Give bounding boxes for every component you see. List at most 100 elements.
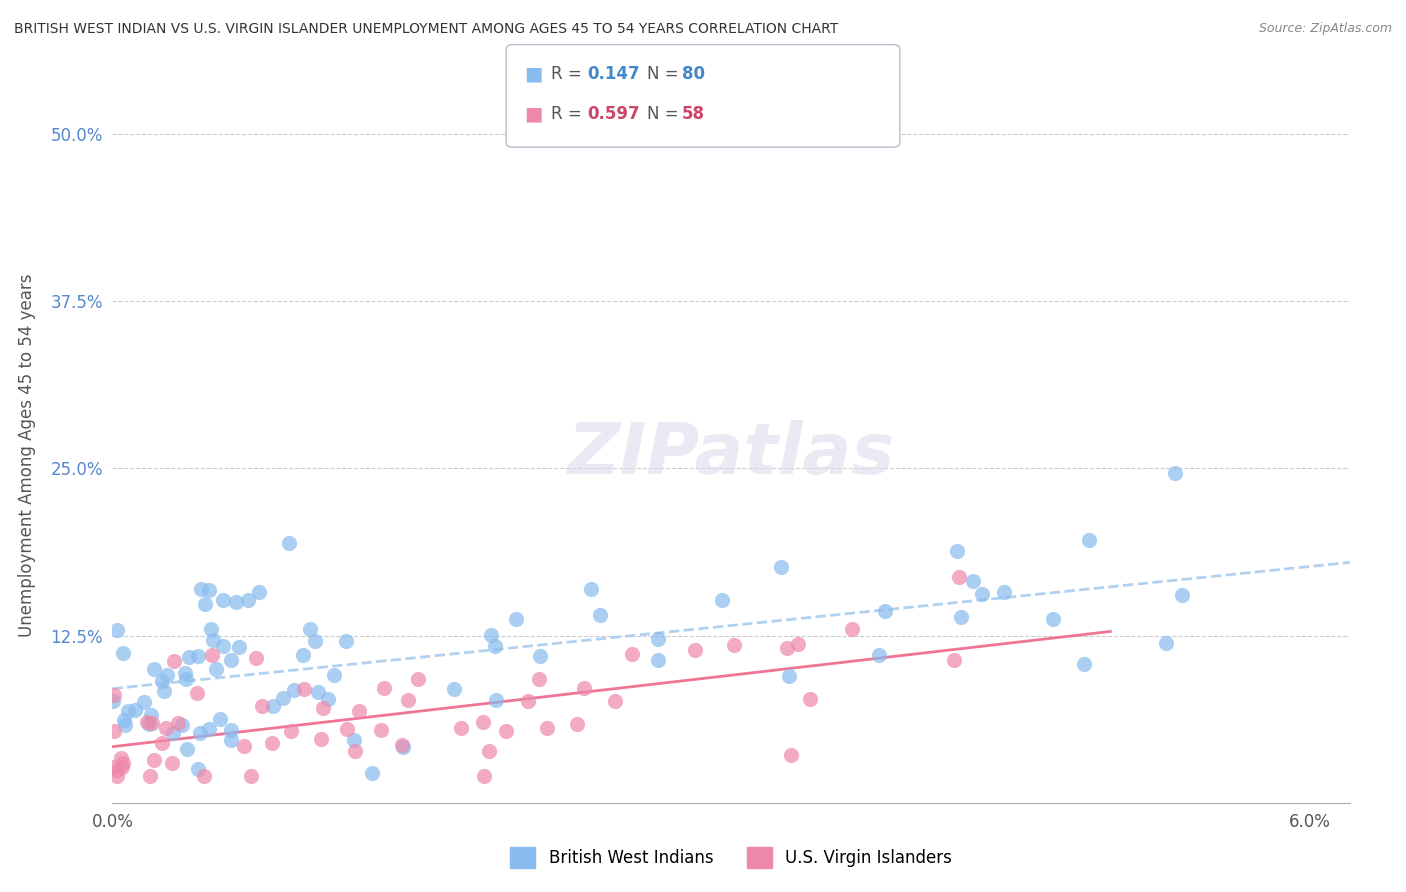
British West Indians xyxy=(101,694,124,708)
U.S. Virgin Islanders xyxy=(517,694,540,708)
U.S. Virgin Islanders xyxy=(776,640,799,655)
British West Indians xyxy=(316,691,339,706)
British West Indians xyxy=(197,582,219,597)
Text: ■: ■ xyxy=(524,104,543,124)
British West Indians xyxy=(197,722,219,736)
U.S. Virgin Islanders xyxy=(621,647,644,661)
Text: 58: 58 xyxy=(682,105,704,123)
British West Indians xyxy=(778,669,800,683)
British West Indians xyxy=(117,704,139,718)
British West Indians xyxy=(238,593,260,607)
British West Indians xyxy=(647,632,669,647)
U.S. Virgin Islanders xyxy=(112,756,135,770)
British West Indians xyxy=(262,698,284,713)
British West Indians xyxy=(335,633,357,648)
British West Indians xyxy=(114,718,136,732)
British West Indians xyxy=(124,703,146,717)
U.S. Virgin Islanders xyxy=(786,637,808,651)
British West Indians xyxy=(710,593,733,607)
British West Indians xyxy=(485,693,508,707)
British West Indians xyxy=(278,536,301,550)
U.S. Virgin Islanders xyxy=(250,698,273,713)
U.S. Virgin Islanders xyxy=(373,681,395,695)
British West Indians xyxy=(174,666,197,681)
U.S. Virgin Islanders xyxy=(841,623,863,637)
U.S. Virgin Islanders xyxy=(292,682,315,697)
Text: N =: N = xyxy=(647,65,683,83)
U.S. Virgin Islanders xyxy=(103,688,125,702)
U.S. Virgin Islanders xyxy=(471,714,494,729)
British West Indians xyxy=(361,765,384,780)
British West Indians xyxy=(484,639,506,653)
British West Indians xyxy=(949,609,972,624)
British West Indians xyxy=(105,624,128,638)
British West Indians xyxy=(187,649,209,664)
U.S. Virgin Islanders xyxy=(472,769,495,783)
U.S. Virgin Islanders xyxy=(406,672,429,686)
British West Indians xyxy=(212,593,235,607)
British West Indians xyxy=(298,622,321,636)
British West Indians xyxy=(134,696,156,710)
British West Indians xyxy=(873,604,896,618)
Text: ■: ■ xyxy=(524,64,543,84)
U.S. Virgin Islanders xyxy=(163,654,186,668)
British West Indians xyxy=(162,726,184,740)
British West Indians xyxy=(443,681,465,696)
Text: R =: R = xyxy=(551,105,588,123)
British West Indians xyxy=(868,648,890,663)
U.S. Virgin Islanders xyxy=(240,769,263,783)
British West Indians xyxy=(177,649,200,664)
U.S. Virgin Islanders xyxy=(799,692,821,706)
U.S. Virgin Islanders xyxy=(186,686,208,700)
Text: BRITISH WEST INDIAN VS U.S. VIRGIN ISLANDER UNEMPLOYMENT AMONG AGES 45 TO 54 YEA: BRITISH WEST INDIAN VS U.S. VIRGIN ISLAN… xyxy=(14,22,838,37)
British West Indians xyxy=(323,668,346,682)
British West Indians xyxy=(291,648,314,663)
U.S. Virgin Islanders xyxy=(396,692,419,706)
British West Indians xyxy=(212,640,235,654)
U.S. Virgin Islanders xyxy=(603,694,626,708)
U.S. Virgin Islanders xyxy=(942,653,965,667)
U.S. Virgin Islanders xyxy=(110,750,132,764)
British West Indians xyxy=(112,713,135,727)
U.S. Virgin Islanders xyxy=(103,723,125,738)
British West Indians xyxy=(247,585,270,599)
British West Indians xyxy=(190,582,212,596)
British West Indians xyxy=(1073,657,1095,671)
British West Indians xyxy=(972,587,994,601)
British West Indians xyxy=(156,668,179,682)
U.S. Virgin Islanders xyxy=(155,722,177,736)
British West Indians xyxy=(139,707,162,722)
British West Indians xyxy=(770,560,793,574)
U.S. Virgin Islanders xyxy=(101,760,124,774)
U.S. Virgin Islanders xyxy=(683,643,706,657)
U.S. Virgin Islanders xyxy=(723,638,745,652)
British West Indians xyxy=(505,612,527,626)
British West Indians xyxy=(143,662,166,676)
British West Indians xyxy=(1154,636,1177,650)
U.S. Virgin Islanders xyxy=(349,704,371,718)
British West Indians xyxy=(343,732,366,747)
British West Indians xyxy=(200,622,222,636)
U.S. Virgin Islanders xyxy=(160,756,183,771)
U.S. Virgin Islanders xyxy=(135,715,157,730)
British West Indians xyxy=(188,726,211,740)
British West Indians xyxy=(176,672,198,686)
U.S. Virgin Islanders xyxy=(565,717,588,731)
British West Indians xyxy=(219,653,242,667)
U.S. Virgin Islanders xyxy=(309,731,332,746)
British West Indians xyxy=(529,648,551,663)
U.S. Virgin Islanders xyxy=(536,721,558,735)
Legend: British West Indians, U.S. Virgin Islanders: British West Indians, U.S. Virgin Island… xyxy=(503,841,959,874)
U.S. Virgin Islanders xyxy=(450,721,472,735)
U.S. Virgin Islanders xyxy=(335,723,357,737)
British West Indians xyxy=(1042,612,1064,626)
U.S. Virgin Islanders xyxy=(232,739,254,754)
Text: Source: ZipAtlas.com: Source: ZipAtlas.com xyxy=(1258,22,1392,36)
British West Indians xyxy=(228,640,250,654)
U.S. Virgin Islanders xyxy=(201,648,224,662)
British West Indians xyxy=(170,718,193,732)
U.S. Virgin Islanders xyxy=(311,701,333,715)
Text: N =: N = xyxy=(647,105,683,123)
British West Indians xyxy=(176,741,198,756)
Text: 0.597: 0.597 xyxy=(588,105,640,123)
